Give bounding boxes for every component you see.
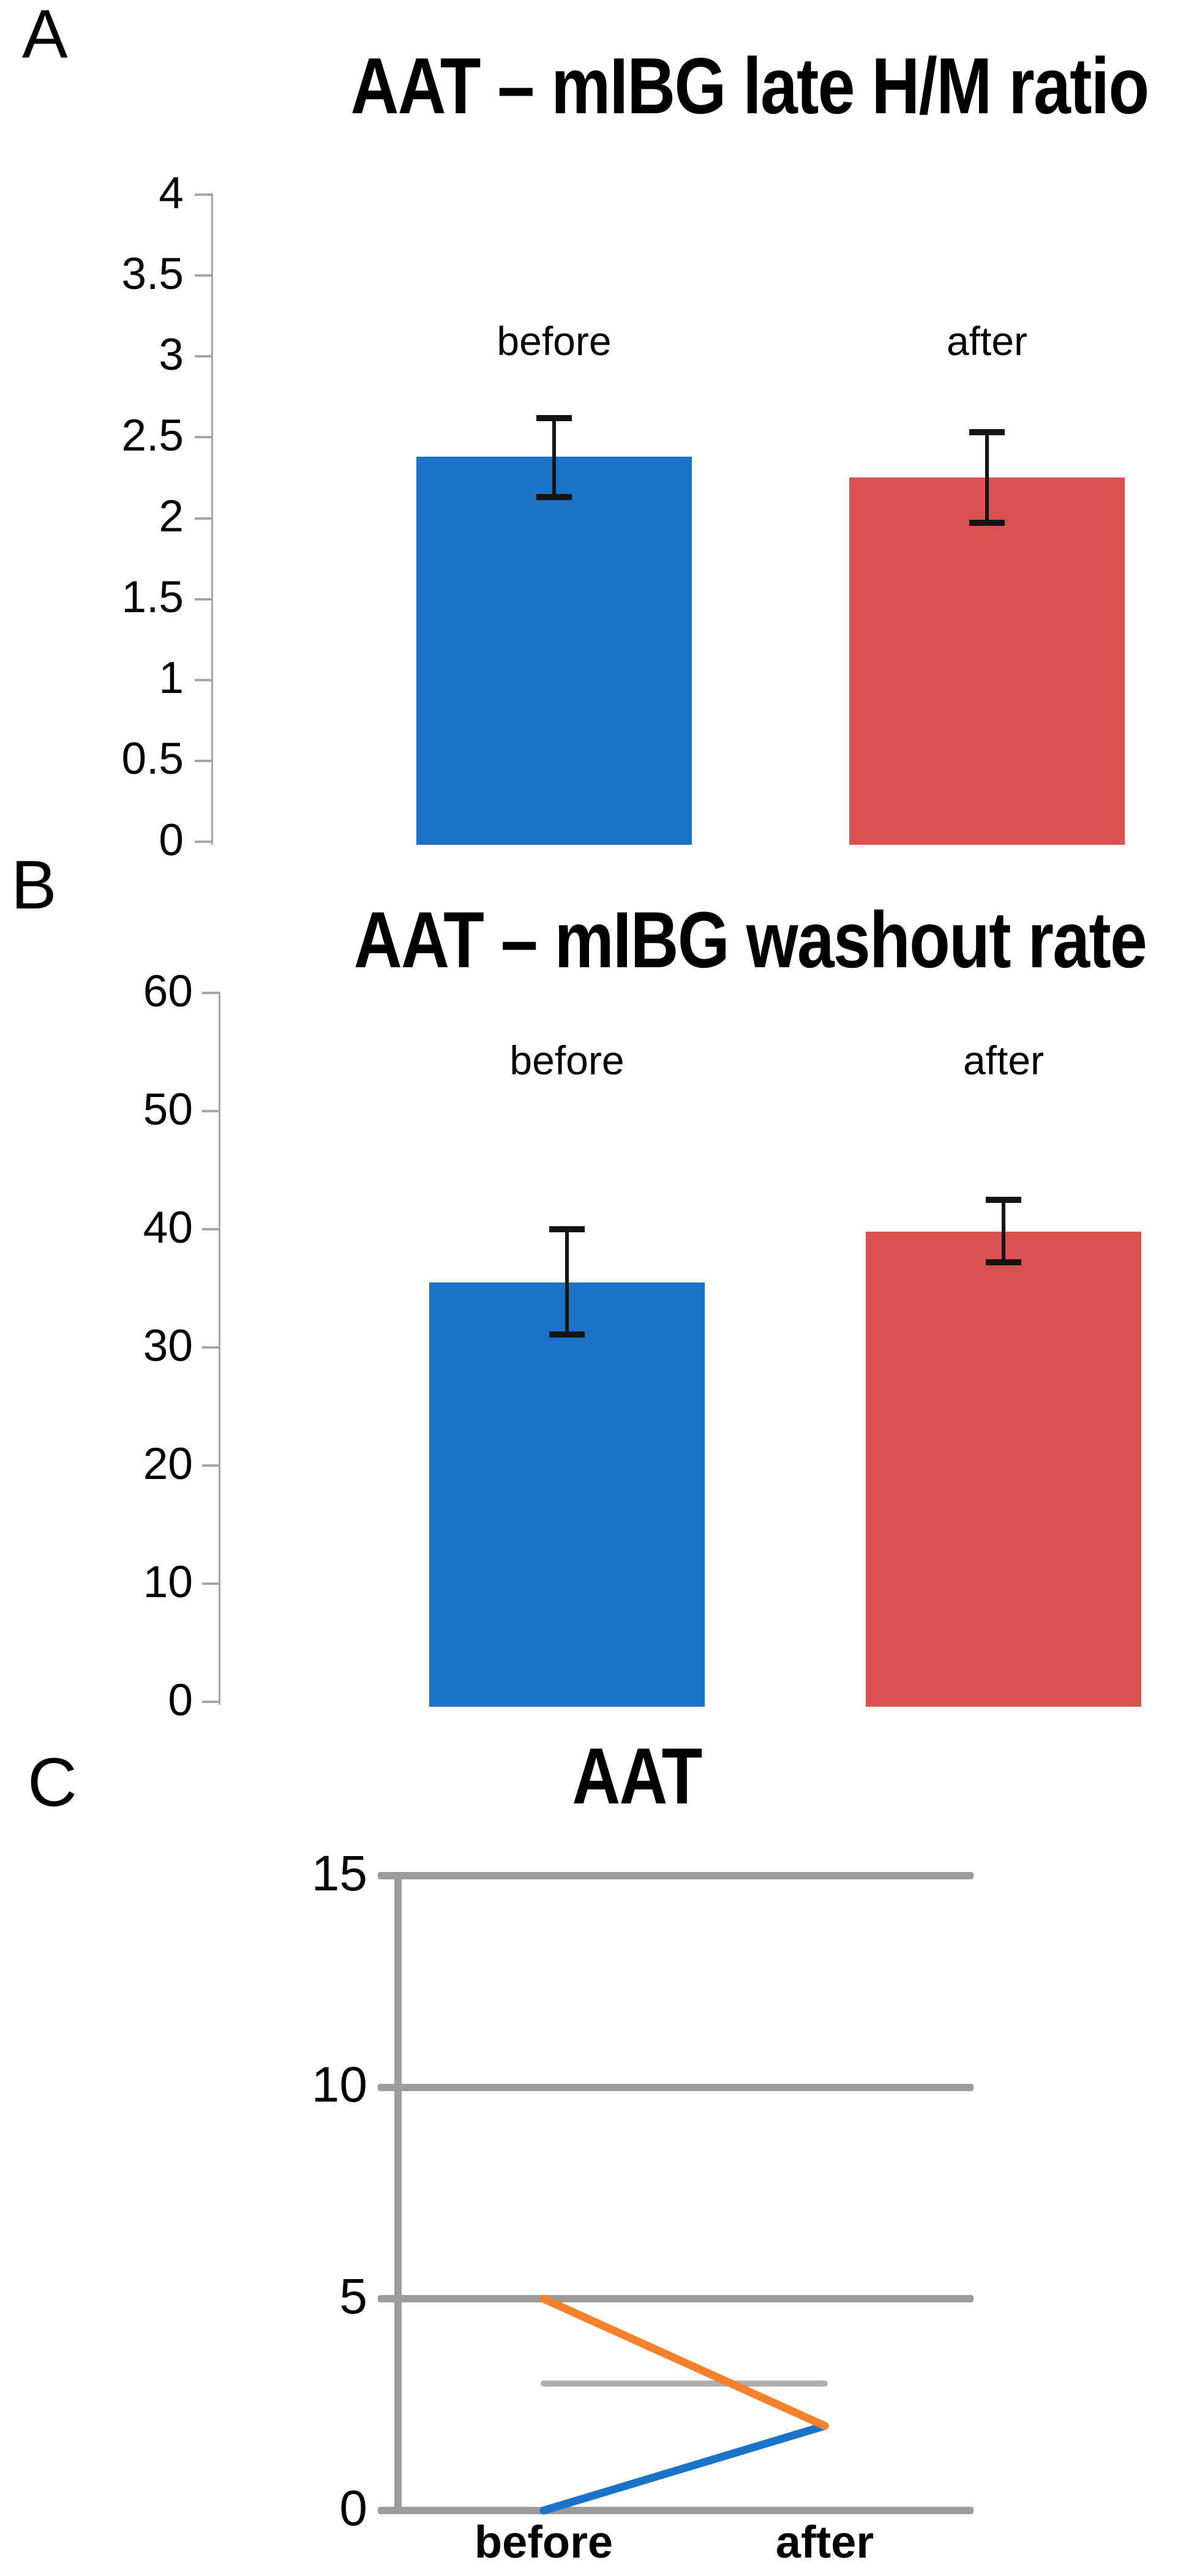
series-line-series-2 [539,2422,829,2515]
error-bar-stem-before [552,417,556,498]
y-tick-label: 30 [143,1320,193,1371]
gridline-0 [378,2507,974,2514]
y-tick [202,1110,220,1112]
y-tick-label: 2.5 [121,410,184,460]
error-bar-cap-bottom-before [549,1331,585,1338]
category-label-before: before [474,2517,614,2567]
error-bar-stem-after [1002,1199,1005,1263]
panel-c-title: AAT [572,1731,702,1821]
y-tick-label: 3 [159,329,184,380]
category-label-after: after [946,318,1028,364]
y-tick [202,1228,220,1230]
y-tick [202,1464,220,1467]
y-tick-label: 40 [143,1202,193,1252]
y-tick [195,759,213,762]
error-bar-cap-top-after [969,429,1005,436]
y-tick-label: 50 [143,1084,193,1134]
bar-after [866,1231,1141,1707]
y-tick-label: 3.5 [121,249,184,299]
category-label-after: after [775,2517,874,2567]
y-tick [202,1582,220,1585]
panel-b-title: AAT – mIBG washout rate [353,895,1147,984]
error-bar-cap-top-before [536,414,572,421]
category-label-before: before [509,1038,625,1083]
error-bar-stem-before [565,1229,569,1335]
y-tick [195,841,213,843]
y-tick-label: 1 [159,653,184,703]
series-line-series-1 [539,2294,829,2430]
error-bar-cap-bottom-before [536,494,572,501]
y-tick [195,193,213,196]
bar-after [849,477,1125,845]
y-tick [202,1346,220,1349]
y-axis-line [211,195,213,845]
y-tick-label: 0.5 [121,734,184,784]
y-tick [195,355,213,358]
bar-before [416,457,692,845]
panel-a-letter: A [22,0,68,72]
category-label-after: after [962,1038,1045,1083]
y-tick-label: 10 [143,1557,193,1607]
y-tick [195,436,213,439]
y-tick-label: 10 [311,2057,367,2113]
panel-c-letter: C [28,1744,77,1821]
y-tick [202,992,220,994]
y-tick [195,678,213,681]
y-tick-label: 20 [143,1439,193,1489]
panel-a-title: AAT – mIBG late H/M ratio [350,41,1150,130]
y-tick [195,517,213,520]
y-tick-label: 15 [311,1845,367,1901]
y-tick-label: 0 [168,1675,193,1725]
y-tick-label: 0 [159,815,184,865]
y-tick [195,597,213,601]
category-label-before: before [497,318,612,364]
y-tick-label: 4 [159,168,184,218]
error-bar-cap-top-after [986,1196,1021,1203]
y-tick-label: 60 [143,966,193,1016]
error-bar-cap-bottom-after [969,520,1005,526]
y-axis-line [394,1876,402,2514]
gridline-5 [378,2295,974,2303]
gridline-10 [378,2083,974,2091]
error-bar-cap-top-before [549,1226,585,1232]
error-bar-stem-after [985,432,989,523]
y-axis-line [219,993,220,1705]
y-tick [195,274,213,277]
gridline-15 [378,1872,974,1879]
panel-b-letter: B [11,847,57,923]
y-tick-label: 0 [339,2480,367,2536]
y-tick-label: 2 [159,492,184,542]
bar-before [429,1282,705,1707]
y-tick-label: 1.5 [121,572,184,623]
y-tick [202,1701,220,1703]
error-bar-cap-bottom-after [986,1259,1021,1266]
y-tick-label: 5 [339,2269,367,2325]
